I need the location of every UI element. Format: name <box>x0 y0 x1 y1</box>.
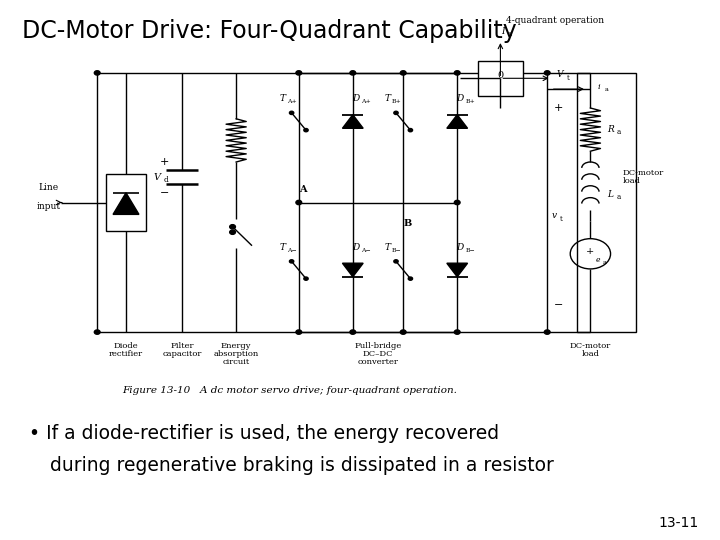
Bar <box>107 174 145 231</box>
Text: a: a <box>605 87 609 92</box>
Text: V: V <box>557 70 564 79</box>
Text: L: L <box>608 190 613 199</box>
Text: Filter: Filter <box>171 342 194 349</box>
Text: +: + <box>554 103 564 113</box>
Text: A: A <box>300 185 307 193</box>
Text: B+: B+ <box>465 99 475 104</box>
Text: 4-quadrant operation: 4-quadrant operation <box>506 16 604 25</box>
Text: D: D <box>352 243 359 252</box>
Bar <box>478 61 523 96</box>
Circle shape <box>304 277 308 280</box>
Circle shape <box>408 277 413 280</box>
Text: Energy: Energy <box>221 342 251 349</box>
Text: B: B <box>403 219 412 227</box>
Text: D: D <box>456 94 464 103</box>
Polygon shape <box>343 114 363 129</box>
Text: T: T <box>384 94 390 103</box>
Circle shape <box>454 330 460 334</box>
Circle shape <box>544 330 550 334</box>
Circle shape <box>289 111 294 114</box>
Text: Diode: Diode <box>114 342 138 349</box>
Text: e: e <box>595 256 600 264</box>
Polygon shape <box>343 263 363 277</box>
Text: a: a <box>616 193 621 201</box>
Bar <box>577 73 636 332</box>
Text: DC-motor: DC-motor <box>623 169 664 177</box>
Circle shape <box>296 71 302 75</box>
Circle shape <box>230 225 235 229</box>
Text: A+: A+ <box>361 99 371 104</box>
Text: R: R <box>607 125 614 134</box>
Text: −: − <box>554 300 564 310</box>
Text: converter: converter <box>358 358 398 366</box>
Circle shape <box>289 260 294 263</box>
Circle shape <box>94 330 100 334</box>
Text: +: + <box>586 247 595 255</box>
Circle shape <box>400 71 406 75</box>
Text: T: T <box>384 243 390 252</box>
Circle shape <box>350 330 356 334</box>
Text: T: T <box>280 94 286 103</box>
Text: T: T <box>280 243 286 252</box>
Text: a: a <box>508 30 512 38</box>
Text: V: V <box>153 173 161 181</box>
Text: I: I <box>502 26 505 36</box>
Text: load: load <box>623 177 641 185</box>
Text: rectifier: rectifier <box>109 350 143 357</box>
Circle shape <box>454 71 460 75</box>
Text: D: D <box>456 243 464 252</box>
Circle shape <box>350 71 356 75</box>
Circle shape <box>394 260 398 263</box>
Circle shape <box>94 71 100 75</box>
Text: B−: B− <box>465 247 475 253</box>
Text: Figure 13-10   A dc motor servo drive; four-quadrant operation.: Figure 13-10 A dc motor servo drive; fou… <box>122 386 457 395</box>
Text: d: d <box>164 176 168 184</box>
Text: 13-11: 13-11 <box>658 516 698 530</box>
Text: i: i <box>598 84 600 91</box>
Circle shape <box>296 330 302 334</box>
Text: B+: B+ <box>392 99 402 104</box>
Text: input: input <box>37 202 61 211</box>
Text: Line: Line <box>39 183 59 192</box>
Circle shape <box>394 111 398 114</box>
Text: DC–DC: DC–DC <box>363 350 393 357</box>
Text: a: a <box>603 260 607 266</box>
Text: load: load <box>582 350 599 357</box>
Circle shape <box>296 200 302 205</box>
Polygon shape <box>113 193 139 214</box>
Text: 0: 0 <box>498 71 503 80</box>
Text: DC-motor: DC-motor <box>570 342 611 349</box>
Text: during regenerative braking is dissipated in a resistor: during regenerative braking is dissipate… <box>50 456 554 475</box>
Text: • If a diode-rectifier is used, the energy recovered: • If a diode-rectifier is used, the ener… <box>29 424 499 443</box>
Text: t: t <box>560 215 563 223</box>
Text: capacitor: capacitor <box>163 350 202 357</box>
Polygon shape <box>447 114 467 129</box>
Text: absorption: absorption <box>214 350 258 357</box>
Text: −: − <box>159 188 169 198</box>
Text: +: + <box>159 157 169 167</box>
Circle shape <box>230 230 235 234</box>
Circle shape <box>454 200 460 205</box>
Circle shape <box>408 129 413 132</box>
Polygon shape <box>447 263 467 277</box>
Text: a: a <box>617 129 621 136</box>
Text: A+: A+ <box>287 99 297 104</box>
Text: circuit: circuit <box>222 358 250 366</box>
Circle shape <box>304 129 308 132</box>
Text: B−: B− <box>392 247 402 253</box>
Text: Full-bridge: Full-bridge <box>354 342 402 349</box>
Text: v: v <box>552 212 557 220</box>
Text: A−: A− <box>287 247 297 253</box>
Circle shape <box>400 330 406 334</box>
Text: A−: A− <box>361 247 371 253</box>
Text: t: t <box>567 74 570 82</box>
Circle shape <box>544 71 550 75</box>
Text: D: D <box>352 94 359 103</box>
Text: DC-Motor Drive: Four-Quadrant Capability: DC-Motor Drive: Four-Quadrant Capability <box>22 19 516 43</box>
